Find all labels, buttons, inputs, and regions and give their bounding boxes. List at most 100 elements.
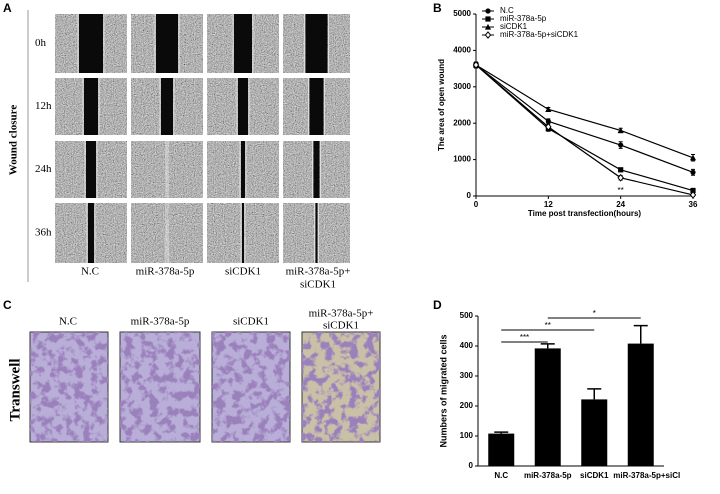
annotation: ** [545, 321, 551, 330]
line [475, 64, 694, 159]
marker [617, 127, 624, 134]
legend-label: miR-378a-5p [500, 14, 547, 23]
wound-image [131, 141, 203, 198]
wound-gap [79, 14, 103, 73]
column-label: siCDK1 [233, 316, 269, 328]
wound-gap [313, 141, 320, 198]
x-tick-label: 36 [689, 200, 698, 209]
legend-label: N.C [500, 6, 514, 15]
column-label: siCDK1 [300, 279, 336, 291]
row-label: 0h [35, 37, 47, 49]
wound-gap [84, 78, 98, 135]
wound-gap [242, 203, 244, 263]
wound-gap [309, 78, 324, 135]
legend-label: miR-378a-5p+siCDK1 [500, 30, 579, 39]
wound-image [131, 203, 203, 263]
column-label: siCDK1 [323, 320, 359, 332]
x-tick-label: 0 [474, 200, 479, 209]
x-tick-label: miR-378a-5p [524, 471, 572, 480]
wound-gap [88, 203, 94, 263]
panel-label: B [433, 1, 442, 15]
legend-marker [485, 16, 491, 22]
row-label: 36h [35, 227, 52, 239]
column-label: miR-378a-5p [131, 316, 190, 328]
transwell-cells [120, 332, 200, 442]
y-tick-label: 0 [467, 191, 472, 200]
column-label: N.C [81, 266, 99, 278]
legend-marker [485, 8, 491, 14]
wound-gap [156, 14, 178, 73]
legend-marker [484, 23, 492, 30]
marker [689, 154, 697, 161]
x-tick-label: 12 [544, 200, 553, 209]
transwell-cells [302, 332, 380, 442]
marker [545, 122, 552, 131]
column-label: miR-378a-5p+ [309, 308, 374, 320]
y-tick-label: 300 [460, 371, 474, 380]
marker [617, 173, 624, 182]
side-label: Transwell [7, 358, 23, 421]
bar [488, 433, 515, 466]
bar [581, 399, 608, 466]
line [475, 64, 694, 192]
y-tick-label: 200 [460, 401, 474, 410]
annotation: * [593, 309, 596, 318]
x-tick-label: miR-378a-5p+siCl [613, 471, 680, 480]
marker [545, 118, 551, 124]
line [475, 64, 694, 196]
x-tick-label: siCDK1 [580, 471, 609, 480]
marker [618, 167, 624, 173]
error-bar [540, 343, 555, 349]
wound-gap [86, 141, 96, 198]
panel-label: C [3, 298, 12, 312]
error-bar [494, 431, 509, 434]
marker [689, 191, 697, 199]
column-label: miR-378a-5p+ [286, 266, 351, 278]
x-axis-label: Time post transfection(hours) [528, 209, 642, 218]
legend-label: siCDK1 [500, 22, 528, 31]
y-tick-label: 1000 [453, 155, 471, 164]
y-tick-label: 5000 [453, 9, 471, 18]
wound-gap [305, 14, 328, 73]
wound-gap [315, 203, 318, 263]
x-tick-label: N.C [494, 471, 508, 480]
transwell-cells [212, 332, 290, 442]
line [475, 64, 694, 173]
wound-gap [161, 78, 173, 135]
error-bar [587, 388, 602, 400]
y-axis-label: The area of open wound [437, 59, 446, 151]
side-label: Wound closure [8, 105, 20, 176]
panel-label: A [3, 1, 12, 15]
y-tick-label: 3000 [453, 82, 471, 91]
annotation: *** [520, 333, 529, 342]
marker [690, 169, 696, 175]
y-axis-label: Numbers of migrated cells [438, 334, 448, 447]
marker [472, 61, 480, 69]
y-tick-label: 0 [469, 461, 474, 470]
marker [690, 187, 696, 194]
row-label: 24h [35, 163, 52, 175]
y-tick-label: 400 [460, 341, 474, 350]
annotation: ** [618, 186, 624, 195]
column-label: N.C [59, 316, 77, 328]
bar [627, 343, 654, 466]
column-label: miR-378a-5p [136, 266, 195, 278]
transwell-cells [30, 332, 108, 442]
x-tick-label: 24 [616, 200, 625, 209]
marker [618, 142, 624, 148]
legend-marker [484, 31, 492, 39]
error-bar [633, 324, 648, 344]
y-tick-label: 500 [460, 311, 474, 320]
y-tick-label: 4000 [453, 46, 471, 55]
marker [545, 106, 552, 112]
wound-gap [234, 14, 252, 73]
wound-gap [238, 78, 248, 135]
panel-label: D [433, 298, 442, 312]
y-tick-label: 100 [460, 431, 474, 440]
row-label: 12h [35, 100, 52, 112]
column-label: siCDK1 [225, 266, 261, 278]
y-tick-label: 2000 [453, 118, 471, 127]
